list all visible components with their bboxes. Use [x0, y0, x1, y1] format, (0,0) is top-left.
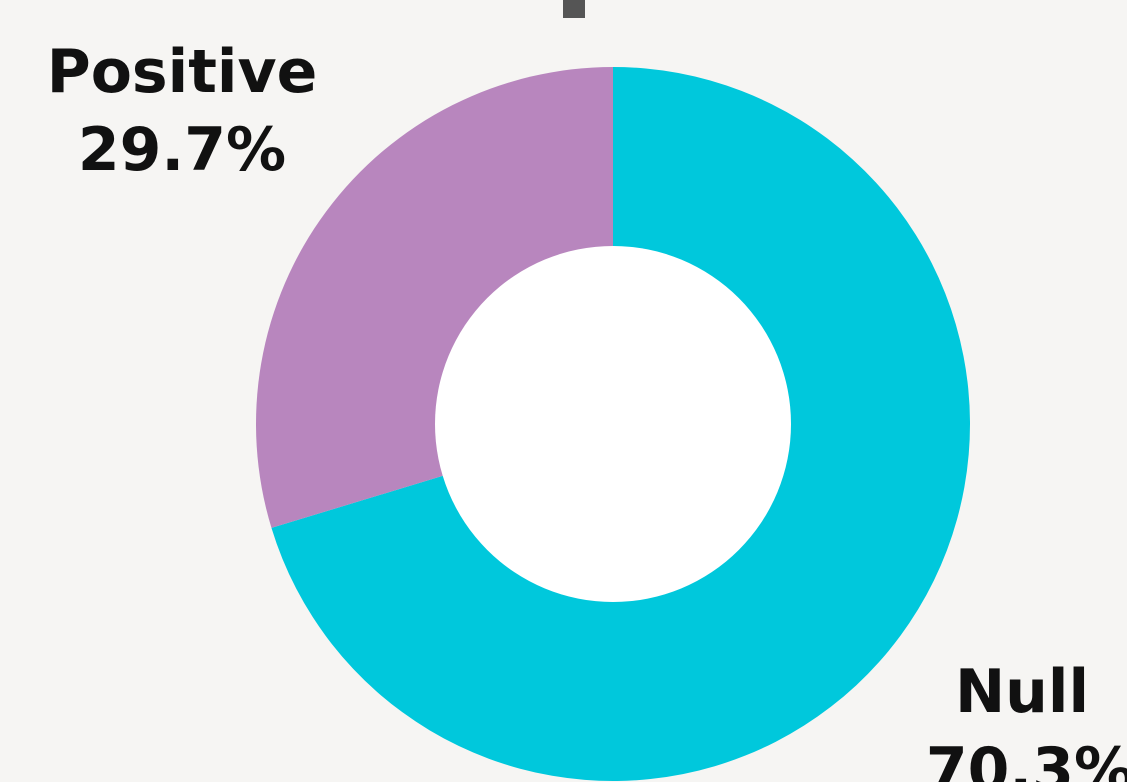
label-positive-name: Positive — [47, 37, 318, 107]
label-null-name: Null — [955, 657, 1089, 727]
donut-hole — [435, 246, 791, 602]
title-fragment — [563, 0, 585, 18]
label-null-value: 70.3% — [926, 735, 1127, 782]
label-positive-value: 29.7% — [78, 115, 286, 185]
